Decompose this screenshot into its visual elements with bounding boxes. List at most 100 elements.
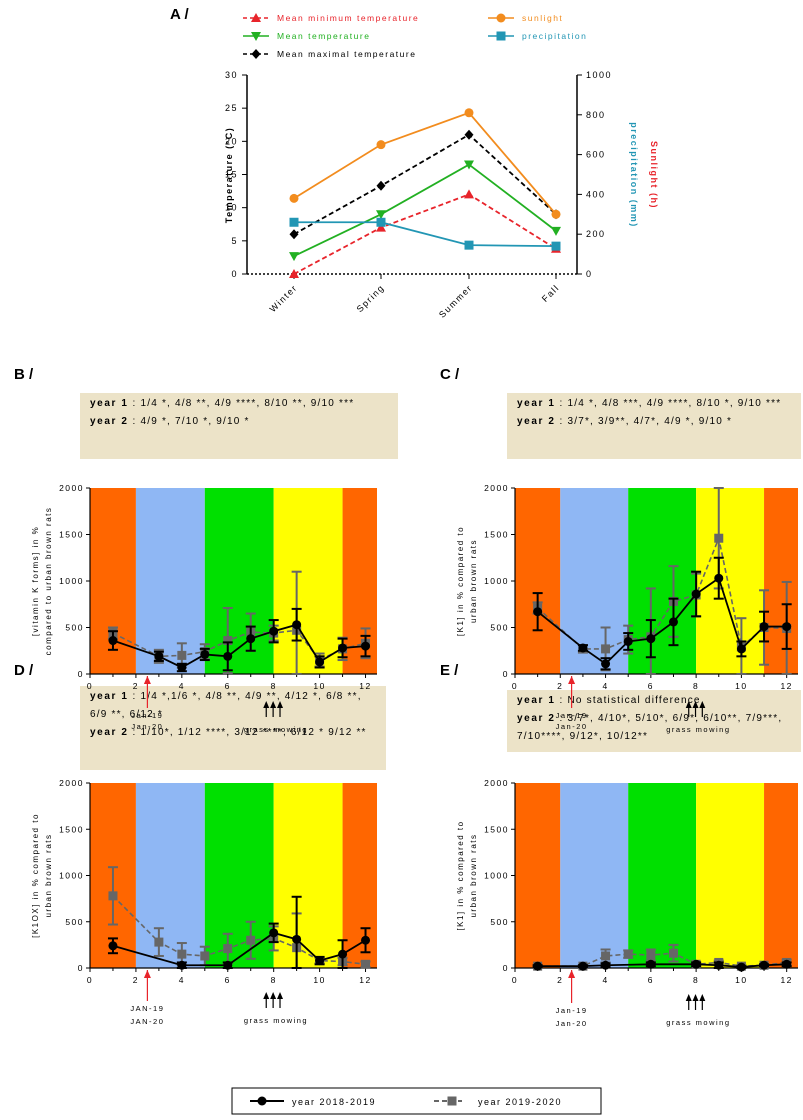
mowing-arrow-head [263, 992, 270, 999]
data-point [315, 956, 325, 966]
y-tick-label: 5 [231, 236, 238, 246]
y-tick-label: 500 [490, 917, 509, 927]
y-tick-label: 1000 [484, 871, 509, 881]
data-point [601, 951, 611, 961]
season-band [560, 488, 629, 674]
y-axis-title: urban brown rats [44, 833, 53, 917]
data-point [782, 959, 792, 969]
series-year1 [107, 895, 371, 970]
y-tick-label: 0 [231, 269, 238, 279]
data-point [714, 573, 724, 583]
data-point [578, 961, 588, 971]
mowing-arrow-head [270, 701, 277, 708]
data-point [246, 935, 256, 945]
stats-year2-text: : 1/10*, 1/12 ****, 3/12 ****, 6/12 * 9/… [128, 727, 367, 738]
legend-label: precipitation [522, 31, 587, 41]
season-band [273, 488, 343, 674]
data-point [289, 229, 299, 240]
x-tick-label: 0 [87, 681, 93, 691]
y-right-tick-label: 400 [586, 189, 606, 199]
stats-year1-text: : 1/4 *,1/6 *, 4/8 **, 4/9 **, 4/12 *, 6… [90, 691, 362, 720]
y-tick-label: 500 [65, 917, 84, 927]
season-band [204, 783, 274, 968]
panel-b-chart: 0 500 1000 1500 2000 0 2 4 6 8 10 12 [vitamin K form… [31, 483, 377, 734]
y-axis-title: urban brown rats [469, 539, 478, 623]
legend-label: sunlight [522, 13, 563, 23]
season-band [696, 783, 765, 968]
data-point [533, 961, 543, 971]
season-band [696, 488, 765, 674]
series-year1 [532, 556, 792, 671]
x-tick-label: 6 [225, 681, 231, 691]
y-tick-label: 500 [490, 623, 509, 633]
data-point [200, 951, 210, 961]
data-point [533, 607, 543, 617]
panel-b-label: B / [14, 366, 34, 383]
data-point [289, 217, 299, 227]
stats-year1-label: year 1 [517, 398, 556, 409]
jan-arrow-head [568, 676, 576, 684]
x-tick-label: 0 [512, 681, 518, 691]
y-tick-label: 25 [225, 103, 238, 113]
legend-year2-marker [447, 1096, 457, 1106]
data-point [736, 962, 746, 972]
data-point [289, 269, 299, 278]
data-point [578, 643, 588, 653]
y-tick-label: 1500 [59, 530, 84, 540]
mowing-arrow-head [277, 701, 284, 708]
series-line [293, 111, 557, 215]
data-point [223, 960, 233, 970]
mowing-arrow-head [692, 701, 699, 708]
data-point [551, 241, 561, 251]
data-point [177, 960, 187, 970]
data-point [269, 626, 279, 636]
data-point [623, 636, 633, 646]
season-band [135, 783, 205, 968]
y-axis-title: urban brown rats [469, 833, 478, 917]
panel-e-label: E / [440, 662, 459, 679]
data-point [154, 651, 164, 661]
y-tick-label: 2000 [59, 778, 84, 788]
season-band [135, 488, 205, 674]
season-band [515, 783, 561, 968]
y-axis-title: [vitamin K forms] in % [31, 526, 40, 636]
x-tick-label: 2 [557, 975, 563, 985]
x-tick-label: Summer [437, 282, 474, 319]
data-point [376, 140, 386, 150]
jan-label-1: Jan-19 [556, 711, 588, 720]
y-tick-label: 0 [503, 963, 509, 973]
y-right-tick-label: 800 [586, 110, 606, 120]
data-point [177, 650, 187, 660]
data-point [551, 209, 561, 219]
legend-item: Mean minimum temperature [243, 13, 418, 23]
panel-e-chart: 0 500 1000 1500 2000 0 2 4 6 8 10 12 [K1] in % compa… [456, 778, 798, 1028]
data-point [292, 934, 302, 944]
data-point [646, 950, 656, 960]
x-tick-label: 4 [179, 681, 185, 691]
x-tick-label: 12 [780, 975, 792, 985]
stats-year2-text: : 3/7*, 4/10*, 5/10*, 6/9*, 6/10**, 7/9*… [517, 713, 783, 742]
data-point [759, 622, 769, 632]
stats-year1-text: : No statistical difference [555, 695, 701, 706]
y-tick-label: 2000 [484, 778, 509, 788]
jan-label-1: JAN-19 [130, 1004, 164, 1013]
y-tick-label: 0 [503, 669, 509, 679]
data-point [376, 222, 386, 232]
data-point [246, 634, 256, 644]
data-point [361, 959, 371, 969]
x-tick-label: 4 [602, 681, 608, 691]
x-tick-label: 10 [735, 975, 747, 985]
series-year1 [107, 607, 371, 673]
stats-year1-text: : 1/4 *, 4/8 ***, 4/9 ****, 8/10 *, 9/10… [555, 398, 782, 409]
season-band [342, 488, 377, 674]
data-point [464, 160, 474, 170]
x-tick-label: 12 [780, 681, 792, 691]
y-tick-label: 1500 [59, 824, 84, 834]
y-right-tick-label: 200 [586, 229, 606, 239]
data-point [289, 252, 299, 262]
stats-year2-label: year 2 [517, 416, 556, 427]
x-tick-label: 8 [693, 681, 699, 691]
series-year1 [532, 959, 792, 972]
stats-year2-text: : 3/7*, 3/9**, 4/7*, 4/9 *, 9/10 * [555, 416, 733, 427]
